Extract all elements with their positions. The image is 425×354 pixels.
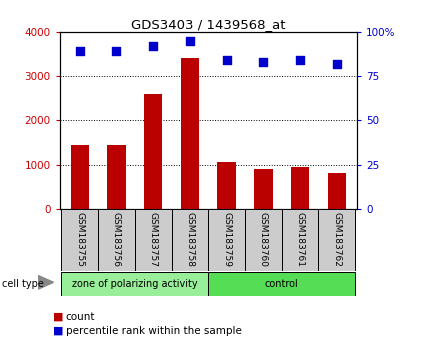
Bar [318,209,355,271]
Bar [218,162,236,209]
Title: GDS3403 / 1439568_at: GDS3403 / 1439568_at [131,18,286,31]
Text: control: control [265,279,299,289]
Bar [98,209,135,271]
Point [150,43,156,49]
Point [223,57,230,63]
Bar [328,173,346,209]
Text: GSM183757: GSM183757 [149,212,158,267]
Text: count: count [66,312,95,322]
Point [260,59,267,65]
Bar [282,209,318,271]
Text: GSM183762: GSM183762 [332,212,341,267]
Point [113,48,120,54]
Text: GSM183756: GSM183756 [112,212,121,267]
Text: cell type: cell type [2,279,44,289]
Bar [208,209,245,271]
Text: percentile rank within the sample: percentile rank within the sample [66,326,242,336]
Text: GSM183761: GSM183761 [295,212,305,267]
Polygon shape [38,275,54,289]
Text: GSM183759: GSM183759 [222,212,231,267]
Text: GSM183758: GSM183758 [185,212,194,267]
Text: zone of polarizing activity: zone of polarizing activity [72,279,198,289]
Text: ■: ■ [53,312,64,322]
Bar [61,272,208,296]
Bar [144,94,162,209]
Point [76,48,83,54]
Point [297,57,303,63]
Point [187,38,193,44]
Bar [245,209,282,271]
Bar [172,209,208,271]
Text: GSM183755: GSM183755 [75,212,84,267]
Point [333,61,340,67]
Bar [135,209,172,271]
Bar [61,209,98,271]
Bar [254,169,272,209]
Bar [291,167,309,209]
Text: GSM183760: GSM183760 [259,212,268,267]
Bar [208,272,355,296]
Bar [181,58,199,209]
Text: ■: ■ [53,326,64,336]
Bar [71,145,89,209]
Bar [107,145,126,209]
